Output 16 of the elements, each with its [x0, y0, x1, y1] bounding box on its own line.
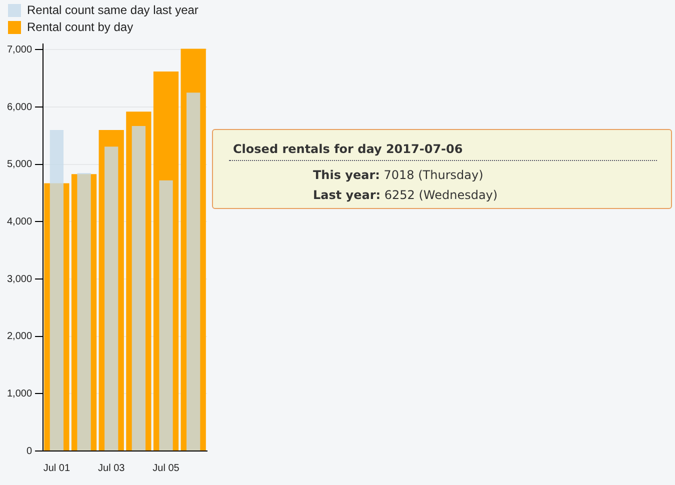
legend-label: Rental count by day	[27, 20, 134, 34]
y-tick-label: 3,000	[6, 274, 32, 285]
text: Last year: 6252 (Wednesday)	[312, 187, 499, 204]
y-tick-label: 6,000	[6, 102, 32, 113]
x-tick-label: Jul 05	[152, 462, 180, 474]
y-tick-label: 4,000	[6, 216, 32, 228]
text: Closed rentals for day 2017-07-06	[229, 142, 657, 161]
legend-label: Rental count same day last year	[27, 2, 198, 17]
y-tick-label: 0	[26, 446, 32, 457]
y-tick-label: 1,000	[6, 388, 32, 400]
y-tick-label: 5,000	[6, 159, 32, 170]
y-tick-label: 2,000	[6, 331, 32, 342]
x-tick-label: Jul 01	[43, 462, 70, 474]
text: This year: 7018 (Thursday)	[312, 167, 484, 184]
y-tick-label: 7,000	[6, 44, 32, 56]
x-tick-label: Jul 03	[98, 462, 126, 474]
